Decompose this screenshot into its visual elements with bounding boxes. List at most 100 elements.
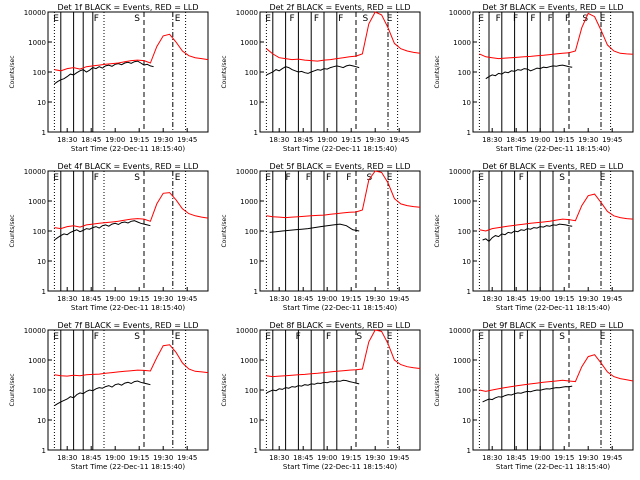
y-tick-label: 10 <box>37 417 46 425</box>
y-axis-label: Counts/sec <box>434 55 441 88</box>
x-tick-label: 18:45 <box>506 136 526 144</box>
x-tick-label: 19:45 <box>177 454 197 462</box>
x-tick-label: 19:30 <box>153 136 173 144</box>
series-line-lld <box>266 329 421 378</box>
x-tick-label: 19:15 <box>341 136 361 144</box>
marker-letter: F <box>326 332 331 342</box>
x-axis-label: Start Time (22-Dec-11 18:15:40) <box>283 304 397 312</box>
marker-letter: E <box>478 332 484 342</box>
marker-letter: S <box>134 332 140 342</box>
y-tick-label: 10000 <box>236 9 258 17</box>
series-line-events <box>269 223 360 233</box>
marker-letter: F <box>346 173 351 183</box>
series-line-lld <box>479 354 634 392</box>
marker-letter: E <box>265 332 271 342</box>
x-axis-label: Start Time (22-Dec-11 18:15:40) <box>283 145 397 153</box>
x-tick-label: 19:15 <box>341 454 361 462</box>
marker-letter: S <box>356 332 362 342</box>
x-tick-label: 18:30 <box>57 136 77 144</box>
x-tick-label: 19:15 <box>341 295 361 303</box>
y-tick-label: 10000 <box>449 327 471 335</box>
y-tick-label: 10 <box>249 258 258 266</box>
x-axis-label: Start Time (22-Dec-11 18:15:40) <box>71 145 185 153</box>
series-line-events <box>266 379 360 394</box>
marker-letter: E <box>387 14 393 24</box>
x-tick-label: 19:00 <box>317 454 337 462</box>
y-axis-label: Counts/sec <box>9 373 16 406</box>
y-axis-label: Counts/sec <box>434 373 441 406</box>
marker-letter: S <box>134 14 140 24</box>
chart-panel-4: Det 4f BLACK = Events, RED = LLD E F S E 1 10 1… <box>9 162 209 312</box>
marker-letter: E <box>387 332 393 342</box>
x-axis-label: Start Time (22-Dec-11 18:15:40) <box>71 463 185 471</box>
x-tick-label: 18:30 <box>57 295 77 303</box>
y-axis-label: Counts/sec <box>434 214 441 247</box>
y-tick-label: 10 <box>462 99 471 107</box>
y-tick-label: 1 <box>254 129 258 137</box>
x-tick-label: 19:30 <box>365 136 385 144</box>
y-tick-label: 1 <box>42 288 46 296</box>
marker-letter: E <box>600 14 606 24</box>
series-line-lld <box>54 344 209 377</box>
x-tick-label: 19:30 <box>153 454 173 462</box>
x-tick-label: 19:30 <box>578 454 598 462</box>
y-tick-label: 1000 <box>453 39 471 47</box>
chart-title: Det 6f BLACK = Events, RED = LLD <box>482 162 623 171</box>
series-line-events <box>485 64 573 80</box>
chart-panel-7: Det 7f BLACK = Events, RED = LLD E F S E 1 10 1… <box>9 321 209 471</box>
marker-letter: E <box>265 173 271 183</box>
y-tick-label: 1 <box>42 447 46 455</box>
y-tick-label: 100 <box>245 69 258 77</box>
series-line-lld <box>54 192 209 230</box>
x-tick-label: 19:00 <box>530 136 550 144</box>
x-tick-label: 19:30 <box>365 295 385 303</box>
marker-letter: E <box>175 173 181 183</box>
y-tick-label: 10000 <box>24 9 46 17</box>
plot-frame <box>47 170 209 292</box>
series-line-lld <box>54 33 209 72</box>
marker-letter: F <box>285 173 290 183</box>
y-tick-label: 1000 <box>28 39 46 47</box>
x-tick-label: 18:30 <box>482 136 502 144</box>
x-tick-label: 19:45 <box>389 454 409 462</box>
x-tick-label: 18:45 <box>506 295 526 303</box>
marker-letter: S <box>367 173 373 183</box>
chart-title: Det 7f BLACK = Events, RED = LLD <box>57 321 198 330</box>
x-tick-label: 18:30 <box>269 136 289 144</box>
y-axis-label: Counts/sec <box>221 214 228 247</box>
x-tick-label: 19:00 <box>317 295 337 303</box>
marker-letter: E <box>175 332 181 342</box>
series-line-events <box>54 220 151 241</box>
x-tick-label: 19:30 <box>153 295 173 303</box>
series-line-events <box>482 223 573 243</box>
x-tick-label: 19:00 <box>105 454 125 462</box>
x-tick-label: 18:45 <box>506 454 526 462</box>
marker-letter: S <box>559 332 565 342</box>
y-axis-label: Counts/sec <box>221 55 228 88</box>
x-tick-label: 18:45 <box>293 136 313 144</box>
x-axis-label: Start Time (22-Dec-11 18:15:40) <box>71 304 185 312</box>
y-tick-label: 10000 <box>236 327 258 335</box>
marker-letter: F <box>94 14 99 24</box>
chart-title: Det 5f BLACK = Events, RED = LLD <box>269 162 410 171</box>
series-line-events <box>482 385 573 403</box>
x-tick-label: 19:45 <box>389 295 409 303</box>
x-axis-label: Start Time (22-Dec-11 18:15:40) <box>283 463 397 471</box>
y-tick-label: 100 <box>245 387 258 395</box>
y-tick-label: 100 <box>458 387 471 395</box>
x-tick-label: 19:00 <box>105 295 125 303</box>
x-tick-label: 19:15 <box>129 295 149 303</box>
y-tick-label: 10 <box>462 258 471 266</box>
x-tick-label: 19:30 <box>578 295 598 303</box>
y-axis-label: Counts/sec <box>221 373 228 406</box>
x-tick-label: 18:45 <box>81 136 101 144</box>
y-tick-label: 10 <box>37 99 46 107</box>
chart-title: Det 2f BLACK = Events, RED = LLD <box>269 3 410 12</box>
chart-panel-1: Det 1f BLACK = Events, RED = LLD E F S E 1 10 1… <box>9 3 209 153</box>
x-axis-label: Start Time (22-Dec-11 18:15:40) <box>496 145 610 153</box>
x-tick-label: 19:45 <box>602 136 622 144</box>
chart-title: Det 9f BLACK = Events, RED = LLD <box>482 321 623 330</box>
y-tick-label: 10000 <box>449 168 471 176</box>
marker-letter: E <box>478 14 484 24</box>
